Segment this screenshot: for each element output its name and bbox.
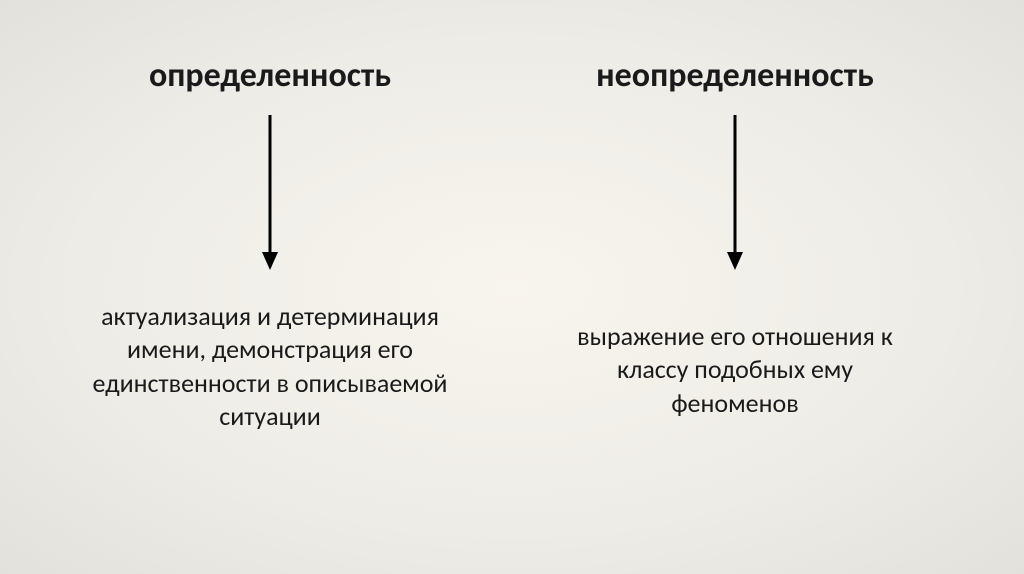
left-description: актуализация и детерминация имени, демон…	[90, 300, 450, 433]
left-heading: определенность	[90, 55, 450, 96]
right-heading: неопределенность	[555, 55, 915, 96]
down-arrow-icon	[725, 115, 745, 275]
right-description: выражение его отношения к классу подобны…	[555, 320, 915, 420]
down-arrow-icon	[260, 115, 280, 275]
